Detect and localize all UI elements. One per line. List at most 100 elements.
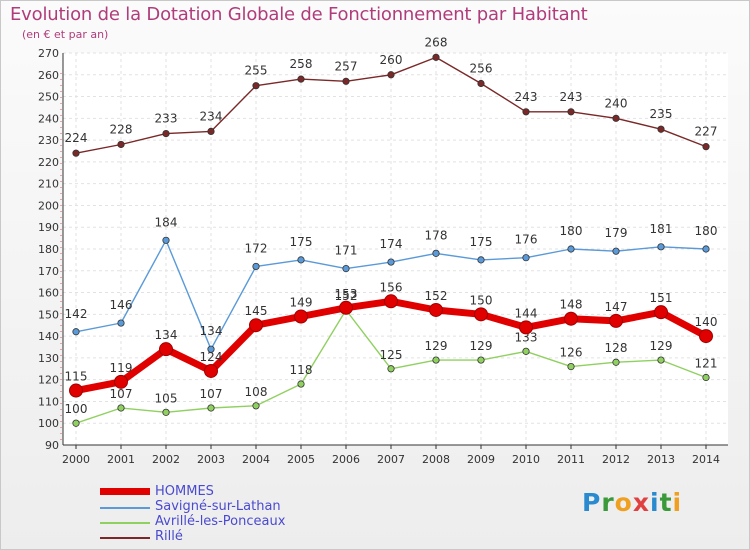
y-tick-label: 130	[38, 352, 59, 365]
data-label: 178	[425, 228, 448, 242]
x-tick-label: 2003	[197, 453, 225, 466]
logo-letter: t	[659, 488, 673, 517]
data-point	[72, 419, 80, 427]
data-point	[297, 256, 305, 264]
data-point	[342, 77, 350, 85]
logo-letter: i	[672, 488, 683, 517]
data-point	[567, 362, 575, 371]
data-label: 119	[110, 361, 133, 375]
y-tick-label: 150	[38, 308, 59, 321]
data-point	[117, 140, 125, 149]
data-label: 258	[290, 57, 313, 71]
y-tick-label: 100	[38, 417, 59, 430]
data-point	[564, 311, 578, 326]
data-point	[522, 254, 530, 262]
data-label: 147	[605, 300, 628, 314]
data-label: 184	[155, 215, 178, 229]
data-point	[387, 365, 395, 373]
data-point	[114, 374, 128, 389]
data-point	[297, 380, 305, 388]
data-point	[654, 305, 668, 320]
legend-item: Savigné-sur-Lathan	[100, 499, 360, 515]
legend-item: HOMMES	[100, 484, 360, 500]
data-label: 227	[695, 125, 718, 139]
data-point	[297, 75, 305, 83]
data-label: 171	[335, 244, 358, 258]
data-point	[477, 356, 485, 364]
data-label: 115	[65, 370, 88, 384]
data-point	[612, 358, 620, 366]
data-point	[162, 236, 170, 244]
legend-swatch	[100, 507, 150, 509]
data-label: 148	[560, 298, 583, 312]
x-tick-label: 2014	[692, 453, 720, 466]
legend-label: Avrillé-les-Ponceaux	[155, 514, 286, 529]
data-label: 152	[425, 289, 448, 303]
data-label: 146	[110, 298, 133, 312]
data-point	[657, 356, 665, 364]
logo-letter: r	[601, 488, 615, 517]
data-label: 100	[65, 402, 88, 416]
chart-subtitle: (en € et par an)	[22, 28, 109, 41]
data-label: 121	[695, 356, 718, 370]
x-tick-label: 2011	[557, 453, 585, 466]
y-tick-label: 180	[38, 243, 59, 256]
data-label: 105	[155, 391, 178, 405]
data-point	[252, 262, 260, 271]
proxiti-logo: Proxiti	[582, 488, 682, 517]
data-point	[342, 264, 350, 273]
y-tick-label: 90	[45, 439, 59, 452]
data-label: 153	[335, 287, 358, 301]
data-label: 175	[290, 235, 313, 249]
legend-item: Rillé	[100, 529, 360, 545]
data-point	[702, 245, 710, 253]
legend-label: HOMMES	[155, 484, 214, 499]
data-point	[432, 356, 440, 364]
data-label: 108	[245, 385, 268, 399]
data-point	[567, 108, 575, 116]
data-label: 128	[605, 341, 628, 355]
data-label: 179	[605, 226, 628, 240]
data-point	[522, 347, 530, 355]
data-label: 149	[290, 296, 313, 310]
data-label: 255	[245, 64, 268, 78]
data-point	[252, 402, 260, 410]
legend: HOMMES Savigné-sur-Lathan Avrillé-les-Ponc…	[100, 484, 360, 545]
x-tick-label: 2005	[287, 453, 315, 466]
data-label: 224	[65, 131, 88, 145]
data-point	[162, 129, 170, 138]
data-point	[384, 294, 398, 309]
data-label: 268	[425, 35, 448, 49]
data-point	[207, 404, 215, 412]
y-tick-label: 200	[38, 199, 59, 212]
x-tick-label: 2009	[467, 453, 495, 466]
legend-swatch	[100, 537, 150, 539]
data-point	[72, 328, 80, 336]
y-tick-label: 220	[38, 156, 59, 169]
logo-letter: o	[614, 488, 633, 517]
data-label: 134	[155, 328, 178, 342]
x-tick-label: 2001	[107, 453, 135, 466]
data-point	[159, 342, 173, 357]
data-point	[702, 143, 710, 151]
data-label: 176	[515, 233, 538, 247]
y-tick-label: 190	[38, 221, 59, 234]
data-label: 134	[200, 324, 223, 338]
data-label: 142	[65, 307, 88, 321]
data-point	[117, 319, 125, 327]
data-label: 240	[605, 96, 628, 110]
data-label: 145	[245, 304, 268, 318]
data-point	[249, 318, 263, 333]
data-point	[522, 108, 530, 116]
legend-label: Rillé	[155, 529, 183, 544]
data-point	[117, 404, 125, 412]
y-tick-label: 160	[38, 287, 59, 300]
data-label: 140	[695, 315, 718, 329]
x-tick-label: 2013	[647, 453, 675, 466]
legend-swatch	[100, 522, 150, 524]
x-tick-label: 2010	[512, 453, 540, 466]
y-tick-label: 110	[38, 395, 59, 408]
data-point	[252, 82, 260, 90]
data-label: 151	[650, 291, 673, 305]
y-tick-label: 250	[38, 91, 59, 104]
